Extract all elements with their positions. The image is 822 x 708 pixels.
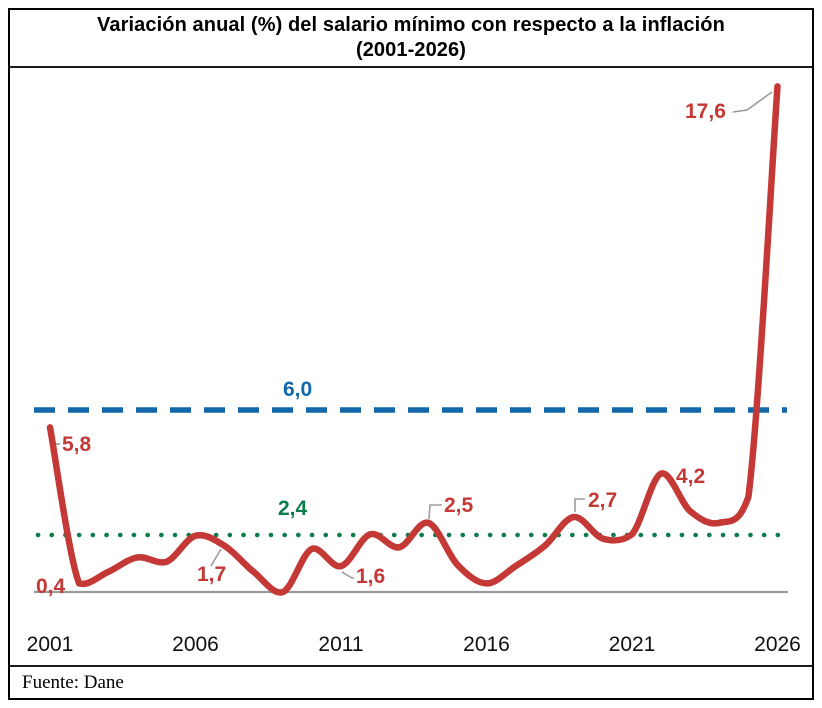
x-tick-2021: 2021 bbox=[608, 633, 656, 656]
point-label-2-5: 2,5 bbox=[444, 494, 474, 517]
x-tick-2001: 2001 bbox=[26, 633, 74, 656]
chart-title-line-2: (2001-2026) bbox=[355, 39, 467, 61]
point-label-1-7: 1,7 bbox=[197, 563, 227, 586]
leader-line-1-7 bbox=[210, 548, 222, 567]
point-label-0-4: 0,4 bbox=[36, 575, 66, 598]
point-label-5-8: 5,8 bbox=[62, 433, 92, 456]
x-tick-2016: 2016 bbox=[463, 633, 510, 656]
leader-line-17-6 bbox=[732, 91, 773, 113]
source-text: Fuente: Dane bbox=[22, 671, 124, 693]
point-label-2-7: 2,7 bbox=[588, 489, 618, 512]
outer-border bbox=[8, 8, 814, 700]
point-label-4-2: 4,2 bbox=[676, 465, 706, 488]
leader-line-2-7 bbox=[574, 498, 585, 512]
leader-line-2-5 bbox=[428, 504, 442, 520]
x-tick-2011: 2011 bbox=[318, 633, 364, 656]
x-tick-2006: 2006 bbox=[172, 633, 219, 656]
point-label-1-6: 1,6 bbox=[356, 565, 386, 588]
chart-title-line-1: Variación anual (%) del salario mínimo c… bbox=[97, 14, 725, 36]
point-label-17-6: 17,6 bbox=[685, 100, 726, 123]
reference-label-2-4: 2,4 bbox=[278, 497, 308, 520]
chart-title-box: Variación anual (%) del salario mínimo c… bbox=[10, 10, 812, 68]
source-box: Fuente: Dane bbox=[10, 665, 812, 698]
reference-label-6-0: 6,0 bbox=[283, 378, 313, 401]
leader-line-1-6 bbox=[341, 571, 354, 579]
x-tick-2026: 2026 bbox=[754, 633, 801, 656]
salary-line bbox=[46, 83, 781, 596]
